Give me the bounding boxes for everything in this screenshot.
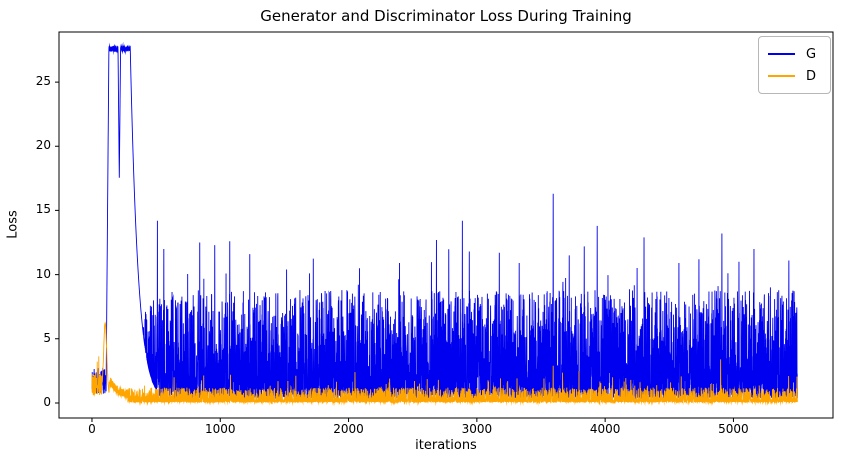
y-tick-label: 15 — [35, 202, 51, 217]
legend-label-d: D — [806, 68, 817, 84]
y-tick-label: 10 — [35, 266, 51, 281]
x-tick-label: 1000 — [204, 422, 236, 436]
y-tick-label: 25 — [35, 74, 51, 89]
g-line-swatch-icon — [768, 53, 795, 55]
legend: G D — [758, 36, 831, 94]
legend-entry-g: G — [768, 43, 820, 65]
x-tick-label: 2000 — [333, 422, 364, 436]
x-tick-label: 0 — [88, 422, 96, 436]
chart-title: Generator and Discriminator Loss During … — [260, 7, 632, 25]
x-tick-label: 3000 — [461, 422, 493, 436]
legend-entry-d: D — [768, 65, 820, 87]
y-tick-label: 5 — [43, 330, 51, 345]
legend-label-g: G — [806, 46, 817, 62]
y-tick-label: 0 — [43, 394, 51, 409]
d-line-swatch-icon — [768, 75, 795, 77]
y-tick-label: 20 — [35, 138, 51, 153]
x-tick-label: 4000 — [589, 422, 621, 436]
x-tick-label: 5000 — [718, 422, 749, 436]
x-axis-label: iterations — [415, 438, 477, 453]
